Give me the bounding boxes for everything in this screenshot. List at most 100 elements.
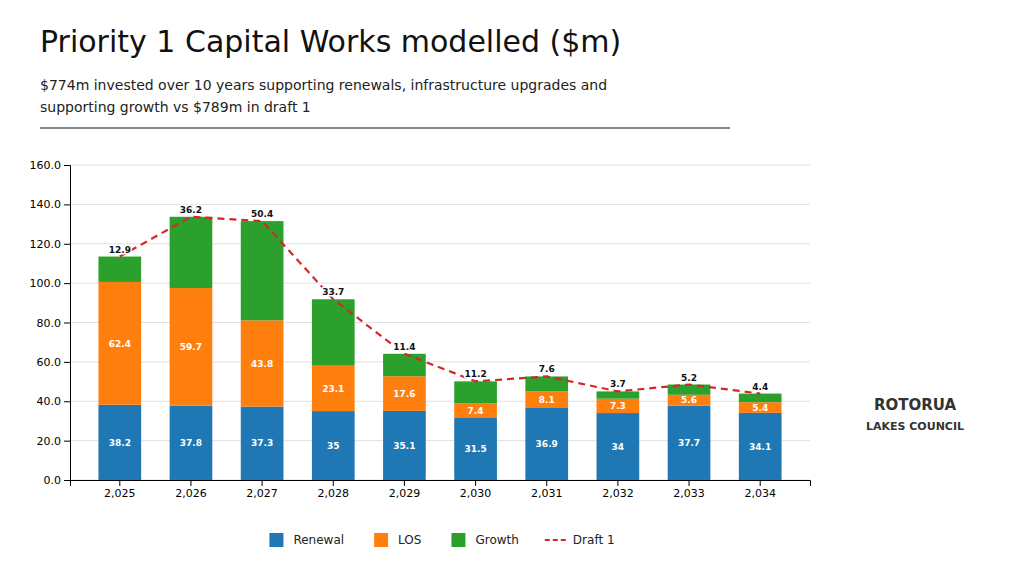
data-label: 35.1 xyxy=(393,441,415,451)
data-label: 17.6 xyxy=(393,389,415,399)
bar xyxy=(383,411,426,480)
bar xyxy=(525,391,568,407)
marks xyxy=(98,217,781,480)
x-tick-label: 2,029 xyxy=(389,487,421,500)
bar xyxy=(668,395,711,406)
y-tick-mark xyxy=(64,165,70,166)
x-tick: 2,031 xyxy=(531,480,563,500)
y-tick: 60.0 xyxy=(37,356,71,369)
bar xyxy=(454,418,497,480)
legend-item: LOS xyxy=(374,533,421,547)
bar xyxy=(241,407,284,480)
x-tick-label: 2,026 xyxy=(175,487,207,500)
data-labels: 38.237.837.33535.131.536.93437.734.162.4… xyxy=(109,205,772,454)
y-tick-mark xyxy=(64,283,70,284)
x-tick-mark xyxy=(119,480,120,486)
bar xyxy=(98,257,141,282)
plot: 38.237.837.33535.131.536.93437.734.162.4… xyxy=(30,159,811,500)
x-tick-label: 2,031 xyxy=(531,487,563,500)
title: Priority 1 Capital Works modelled ($m) xyxy=(40,24,621,59)
y-tick-label: 140.0 xyxy=(30,198,62,211)
bar xyxy=(739,413,782,480)
legend-item: Draft 1 xyxy=(545,533,615,547)
x-axis-line xyxy=(71,481,811,487)
grid xyxy=(70,165,810,480)
x-tick-mark xyxy=(760,480,761,486)
data-label: 33.7 xyxy=(322,287,344,297)
x-tick-label: 2,032 xyxy=(602,487,634,500)
y-tick: 0.0 xyxy=(44,474,71,487)
y-tick-mark xyxy=(64,204,70,205)
annotation: ROTORUA xyxy=(874,396,957,414)
y-tick: 20.0 xyxy=(37,435,71,448)
bar xyxy=(312,299,355,365)
y-tick-label: 60.0 xyxy=(37,356,62,369)
x-tick: 2,030 xyxy=(460,480,492,500)
bar xyxy=(597,413,640,480)
y-tick-label: 0.0 xyxy=(44,474,62,487)
bar xyxy=(312,366,355,411)
subtitle: supporting growth vs $789m in draft 1 xyxy=(40,99,311,115)
x-tick-mark xyxy=(333,480,334,486)
bar xyxy=(170,217,213,288)
data-label: 34 xyxy=(612,442,625,452)
data-label: 36.2 xyxy=(180,205,202,215)
y-tick-mark xyxy=(64,480,70,481)
x-tick-mark xyxy=(404,480,405,486)
data-label: 7.4 xyxy=(468,406,484,416)
data-label: 59.7 xyxy=(180,342,202,352)
data-label: 38.2 xyxy=(109,438,131,448)
x-tick-mark xyxy=(546,480,547,486)
legend: Renewal LOS Growth Draft 1 xyxy=(269,533,614,547)
y-tick-label: 100.0 xyxy=(30,277,62,290)
legend-label: Growth xyxy=(475,533,518,547)
legend-swatch xyxy=(451,533,465,547)
data-label: 62.4 xyxy=(109,339,131,349)
bar xyxy=(170,406,213,480)
x-tick: 2,032 xyxy=(602,480,634,500)
legend-item: Renewal xyxy=(269,533,344,547)
legend-swatch xyxy=(269,533,283,547)
legend-swatch xyxy=(545,539,567,541)
bar xyxy=(668,406,711,480)
legend-label: LOS xyxy=(398,533,421,547)
bar xyxy=(454,381,497,403)
data-label: 37.3 xyxy=(251,438,273,448)
y-axis: 0.020.040.060.080.0100.0120.0140.0160.0 xyxy=(30,159,71,487)
chart: Priority 1 Capital Works modelled ($m)$7… xyxy=(0,0,1024,576)
bar xyxy=(98,405,141,480)
x-tick: 2,026 xyxy=(175,480,207,500)
data-label: 23.1 xyxy=(322,384,344,394)
data-label: 35 xyxy=(327,441,340,451)
bar-series xyxy=(98,282,781,418)
bar xyxy=(454,403,497,418)
data-label: 8.1 xyxy=(539,395,555,405)
bar xyxy=(241,320,284,406)
bar xyxy=(383,376,426,411)
y-tick-label: 80.0 xyxy=(37,317,62,330)
legend-item: Growth xyxy=(451,533,518,547)
y-tick-label: 120.0 xyxy=(30,238,62,251)
x-tick: 2,025 xyxy=(104,480,136,500)
y-tick: 100.0 xyxy=(30,277,71,290)
grid-line xyxy=(70,165,810,166)
y-tick-mark xyxy=(64,244,70,245)
x-tick-label: 2,034 xyxy=(744,487,776,500)
data-label: 4.4 xyxy=(752,382,768,392)
y-tick: 120.0 xyxy=(30,238,71,251)
y-tick-mark xyxy=(64,362,70,363)
bar xyxy=(739,402,782,413)
legend-label: Draft 1 xyxy=(573,533,615,547)
title-rule xyxy=(40,127,730,128)
y-tick-mark xyxy=(64,323,70,324)
data-label: 36.9 xyxy=(536,439,558,449)
x-axis: 2,0252,0262,0272,0282,0292,0302,0312,032… xyxy=(71,480,811,500)
bar xyxy=(170,288,213,406)
data-label: 12.9 xyxy=(109,245,131,255)
y-tick-mark xyxy=(64,441,70,442)
x-tick: 2,029 xyxy=(389,480,421,500)
x-tick-mark xyxy=(617,480,618,486)
bar xyxy=(383,354,426,376)
bar xyxy=(525,407,568,480)
x-tick-label: 2,025 xyxy=(104,487,136,500)
